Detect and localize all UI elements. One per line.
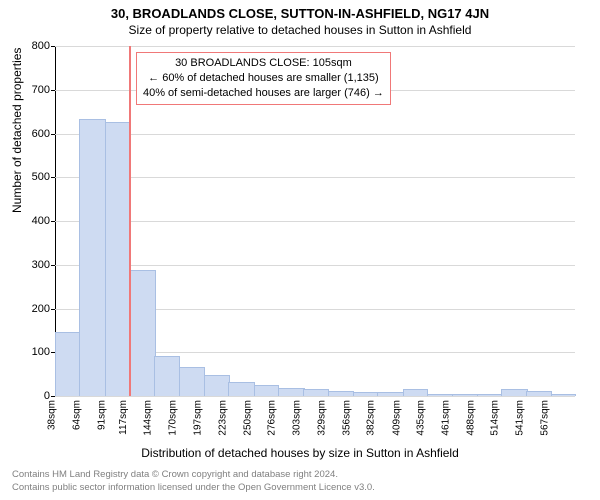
histogram-bar xyxy=(129,270,156,396)
x-axis-label: Distribution of detached houses by size … xyxy=(0,446,600,460)
y-tick-mark xyxy=(51,46,55,47)
histogram-bar xyxy=(452,394,478,396)
histogram-bar xyxy=(55,332,81,396)
annotation-box: 30 BROADLANDS CLOSE: 105sqm← 60% of deta… xyxy=(136,52,391,105)
x-tick-label: 223sqm xyxy=(217,400,228,436)
x-tick-label: 170sqm xyxy=(168,400,179,436)
x-tick-label: 567sqm xyxy=(540,400,551,436)
y-tick-mark xyxy=(51,309,55,310)
histogram-bar xyxy=(403,389,429,396)
histogram-bar xyxy=(377,392,404,396)
x-tick-label: 541sqm xyxy=(515,400,526,436)
x-tick-label: 409sqm xyxy=(391,400,402,436)
y-tick-label: 500 xyxy=(32,171,50,183)
histogram-bar xyxy=(278,388,305,396)
y-tick-label: 300 xyxy=(32,259,50,271)
x-tick-label: 356sqm xyxy=(342,400,353,436)
histogram-bar xyxy=(353,392,379,397)
x-tick-label: 329sqm xyxy=(317,400,328,436)
x-tick-label: 197sqm xyxy=(193,400,204,436)
histogram-bar xyxy=(477,394,503,396)
x-tick-label: 514sqm xyxy=(490,400,501,436)
annotation-line: ← 60% of detached houses are smaller (1,… xyxy=(143,71,384,86)
histogram-bar xyxy=(501,389,528,396)
grid-line xyxy=(55,221,575,222)
y-tick-mark xyxy=(51,221,55,222)
histogram-bar xyxy=(228,382,255,396)
annotation-line: 40% of semi-detached houses are larger (… xyxy=(143,86,384,101)
y-tick-mark xyxy=(51,265,55,266)
chart-subtitle: Size of property relative to detached ho… xyxy=(0,21,600,37)
y-tick-mark xyxy=(51,396,55,397)
chart-container: 30, BROADLANDS CLOSE, SUTTON-IN-ASHFIELD… xyxy=(0,0,600,500)
grid-line xyxy=(55,177,575,178)
x-tick-label: 38sqm xyxy=(47,400,58,430)
x-tick-label: 64sqm xyxy=(71,400,82,430)
grid-line xyxy=(55,265,575,266)
y-tick-label: 800 xyxy=(32,40,50,52)
histogram-bar xyxy=(154,356,180,396)
histogram-bar xyxy=(79,119,106,396)
histogram-bar xyxy=(551,394,577,396)
y-tick-mark xyxy=(51,90,55,91)
x-tick-label: 382sqm xyxy=(366,400,377,436)
y-tick-mark xyxy=(51,134,55,135)
y-tick-label: 200 xyxy=(32,303,50,315)
x-tick-label: 276sqm xyxy=(267,400,278,436)
y-tick-label: 400 xyxy=(32,215,50,227)
footer-attribution: Contains HM Land Registry data © Crown c… xyxy=(12,469,375,494)
x-tick-label: 144sqm xyxy=(143,400,154,436)
histogram-bar xyxy=(427,394,454,396)
plot-area: 010020030040050060070080030 BROADLANDS C… xyxy=(55,46,575,396)
x-tick-label: 117sqm xyxy=(118,400,129,435)
x-tick-label: 250sqm xyxy=(243,400,254,436)
y-tick-label: 100 xyxy=(32,346,50,358)
x-tick-label: 91sqm xyxy=(96,400,107,430)
grid-line xyxy=(55,46,575,47)
x-tick-label: 435sqm xyxy=(416,400,427,436)
footer-line-2: Contains public sector information licen… xyxy=(12,482,375,494)
histogram-bar xyxy=(526,391,552,396)
grid-line xyxy=(55,396,575,397)
grid-line xyxy=(55,134,575,135)
histogram-bar xyxy=(303,389,329,396)
y-tick-label: 600 xyxy=(32,128,50,140)
histogram-bar xyxy=(254,385,280,396)
histogram-bar xyxy=(204,375,230,396)
histogram-bar xyxy=(105,122,131,396)
property-marker-line xyxy=(129,46,131,396)
footer-line-1: Contains HM Land Registry data © Crown c… xyxy=(12,469,375,481)
y-axis-label: Number of detached properties xyxy=(10,48,24,213)
y-tick-label: 700 xyxy=(32,84,50,96)
y-tick-mark xyxy=(51,177,55,178)
histogram-bar xyxy=(179,367,206,396)
annotation-line: 30 BROADLANDS CLOSE: 105sqm xyxy=(143,56,384,71)
x-tick-label: 303sqm xyxy=(292,400,303,436)
x-tick-label: 461sqm xyxy=(440,400,451,436)
histogram-bar xyxy=(328,391,355,396)
x-tick-label: 488sqm xyxy=(466,400,477,436)
chart-title: 30, BROADLANDS CLOSE, SUTTON-IN-ASHFIELD… xyxy=(0,0,600,21)
